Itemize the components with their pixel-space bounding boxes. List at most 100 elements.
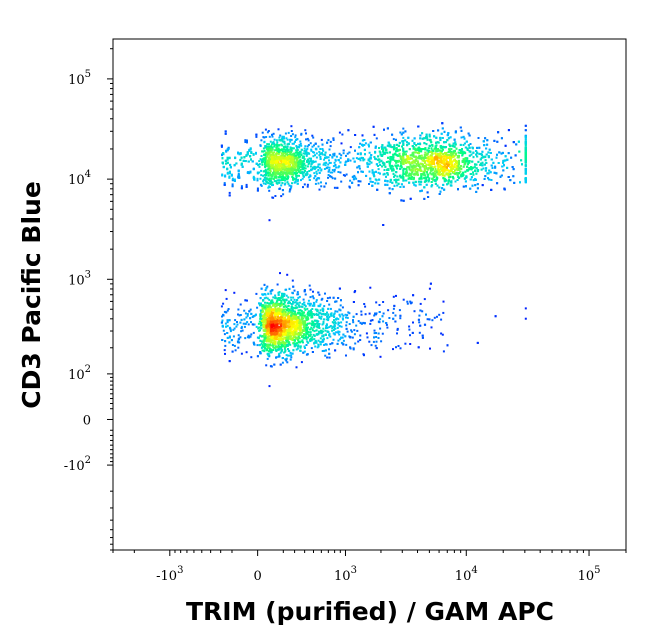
event-dot [478, 146, 481, 149]
event-dot [270, 322, 273, 325]
event-dot [281, 361, 284, 364]
event-dot [439, 152, 442, 155]
event-dot [313, 304, 316, 307]
event-dot [418, 177, 421, 180]
event-dot [283, 301, 286, 304]
event-dot [382, 148, 385, 151]
event-dot [389, 144, 392, 147]
event-dot [297, 309, 300, 312]
event-dot [296, 306, 299, 309]
event-dot [275, 323, 278, 326]
event-dot [378, 304, 381, 306]
event-dot [333, 312, 336, 315]
event-dot [286, 273, 289, 276]
event-dot [303, 337, 306, 340]
event-dot [496, 182, 499, 185]
event-dot [399, 317, 402, 320]
event-dot [284, 308, 286, 311]
event-dot [326, 337, 329, 340]
event-dot [450, 163, 453, 165]
event-dot [291, 331, 294, 334]
event-dot [372, 173, 375, 176]
event-dot [246, 336, 249, 339]
event-dot [263, 297, 266, 300]
event-dot [280, 300, 283, 303]
event-dot [459, 126, 462, 129]
event-dot [338, 313, 341, 316]
event-dot [278, 333, 281, 336]
event-dot [290, 303, 293, 305]
event-dot [434, 173, 437, 176]
event-dot [274, 297, 277, 300]
event-dot [277, 309, 280, 312]
event-dot [496, 140, 499, 143]
event-dot [423, 169, 426, 172]
event-dot [359, 334, 362, 337]
event-dot [354, 134, 357, 136]
event-dot [294, 336, 297, 339]
event-dot [274, 307, 277, 310]
event-dot [294, 331, 297, 334]
event-dot [309, 339, 312, 342]
event-dot [318, 311, 321, 314]
event-dot [342, 318, 344, 321]
event-dot [282, 344, 285, 347]
event-dot [456, 164, 459, 167]
event-dot [301, 322, 304, 325]
event-dot [416, 164, 419, 167]
event-dot [476, 151, 479, 154]
event-dot [280, 338, 282, 341]
event-dot [284, 350, 287, 353]
event-dot [375, 347, 378, 350]
event-dot [266, 345, 269, 348]
event-dot [297, 296, 300, 299]
event-dot [270, 333, 273, 336]
event-dot [286, 339, 289, 342]
event-dot [448, 153, 450, 156]
event-dot [261, 344, 264, 347]
event-dot [317, 339, 320, 342]
event-dot [399, 160, 402, 163]
event-dot [258, 320, 261, 323]
event-dot [400, 183, 403, 186]
event-dot [361, 134, 364, 137]
event-dot [292, 349, 295, 352]
event-dot [263, 318, 266, 321]
event-dot [230, 339, 233, 342]
event-dot [438, 313, 441, 316]
event-dot [364, 305, 367, 308]
event-dot [253, 323, 256, 326]
event-dot [277, 293, 280, 296]
event-dot [268, 385, 271, 388]
event-dot [294, 343, 297, 346]
event-dot [418, 157, 421, 160]
event-dot [504, 144, 507, 147]
event-dot [388, 317, 391, 319]
event-dot [281, 310, 284, 313]
event-dot [270, 323, 273, 326]
event-dot [253, 178, 256, 181]
event-dot [261, 305, 264, 308]
event-dot [329, 307, 332, 310]
event-dot [319, 337, 322, 340]
event-dot [237, 346, 240, 349]
event-dot [356, 329, 359, 332]
event-dot [255, 313, 257, 316]
event-dot [281, 303, 283, 306]
event-dot [440, 172, 443, 175]
event-dot [322, 318, 325, 321]
event-dot [306, 328, 309, 331]
event-dot [237, 308, 240, 311]
event-dot [322, 310, 325, 313]
event-dot [289, 358, 292, 361]
event-dot [327, 307, 330, 310]
event-dot [278, 307, 281, 310]
event-dot [263, 293, 266, 296]
event-dot [365, 174, 368, 177]
event-dot [363, 303, 366, 305]
event-dot [285, 359, 288, 362]
event-dot [264, 301, 266, 304]
event-dot [321, 340, 323, 343]
event-dot [222, 314, 225, 317]
